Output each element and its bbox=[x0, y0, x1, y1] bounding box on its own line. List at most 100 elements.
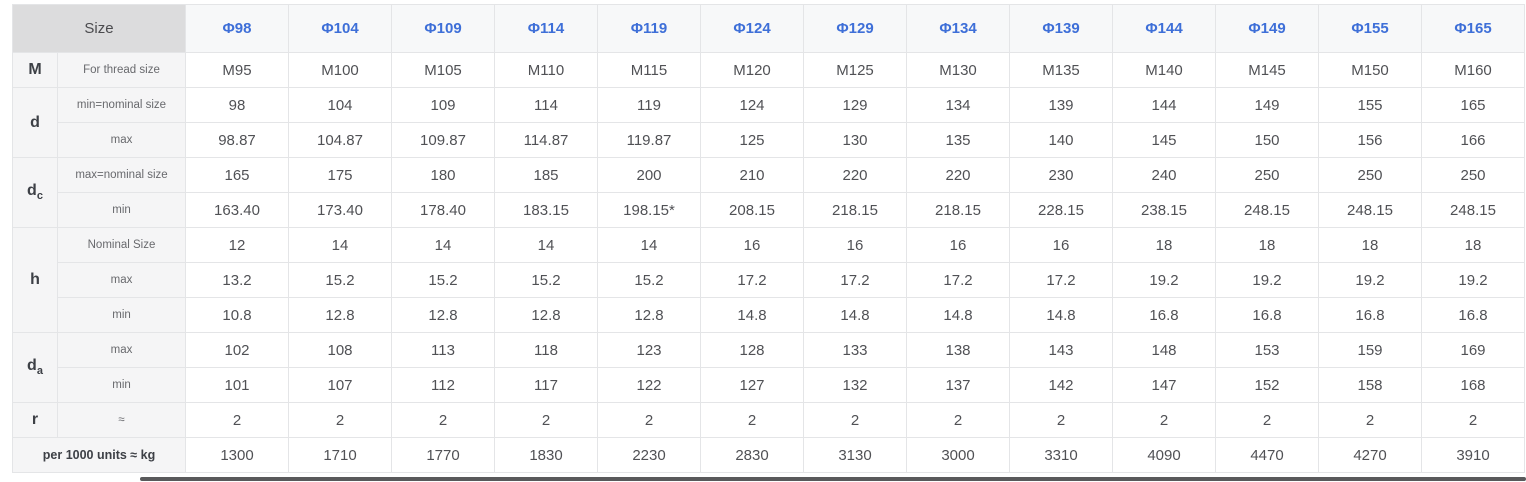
data-cell: 2 bbox=[1215, 402, 1319, 438]
sub-label: min=nominal size bbox=[57, 87, 186, 123]
data-cell: 16 bbox=[803, 227, 907, 263]
data-cell: 228.15 bbox=[1009, 192, 1113, 228]
data-cell: 210 bbox=[700, 157, 804, 193]
table-footer: per 1000 units ≈ kg 1300 1710 1770 1830 2230 2… bbox=[12, 437, 1525, 473]
data-cell: 108 bbox=[288, 332, 392, 368]
sub-label: Nominal Size bbox=[57, 227, 186, 263]
data-cell: 2 bbox=[1009, 402, 1113, 438]
data-cell: 119 bbox=[597, 87, 701, 123]
table-header: Size Φ98 Φ104 Φ109 Φ114 Φ119 Φ124 Φ129 Φ134 Φ139 Φ… bbox=[12, 4, 1525, 53]
data-cell: 112 bbox=[391, 367, 495, 403]
data-cell: 101 bbox=[185, 367, 289, 403]
data-cell: M100 bbox=[288, 52, 392, 88]
data-cell: 165 bbox=[1421, 87, 1525, 123]
data-cell: 1300 bbox=[185, 437, 289, 473]
table-row: min 10.8 12.8 12.8 12.8 12.8 14.8 14.8 14.8 14.8 1… bbox=[13, 297, 1525, 333]
data-cell: 3130 bbox=[803, 437, 907, 473]
data-cell: 155 bbox=[1318, 87, 1422, 123]
table-row: da max 102 108 113 118 123 128 133 138 143 148 153 15… bbox=[12, 332, 1525, 403]
data-cell: 104 bbox=[288, 87, 392, 123]
data-cell: M110 bbox=[494, 52, 598, 88]
data-cell: 248.15 bbox=[1318, 192, 1422, 228]
data-cell: M135 bbox=[1009, 52, 1113, 88]
data-cell: 158 bbox=[1318, 367, 1422, 403]
data-cell: 125 bbox=[700, 122, 804, 158]
data-cell: 148 bbox=[1112, 332, 1216, 368]
column-header-phi104[interactable]: Φ104 bbox=[288, 4, 392, 53]
column-header-phi119[interactable]: Φ119 bbox=[597, 4, 701, 53]
data-cell: M125 bbox=[803, 52, 907, 88]
data-cell: M105 bbox=[391, 52, 495, 88]
data-cell: 165 bbox=[185, 157, 289, 193]
data-cell: 109 bbox=[391, 87, 495, 123]
data-cell: 102 bbox=[185, 332, 289, 368]
column-header-phi129[interactable]: Φ129 bbox=[803, 4, 907, 53]
weight-row-label: per 1000 units ≈ kg bbox=[12, 437, 186, 473]
data-cell: 14 bbox=[288, 227, 392, 263]
data-cell: M160 bbox=[1421, 52, 1525, 88]
data-cell: M115 bbox=[597, 52, 701, 88]
data-cell: 153 bbox=[1215, 332, 1319, 368]
sub-label: max bbox=[57, 332, 186, 368]
data-cell: 130 bbox=[803, 122, 907, 158]
column-header-phi139[interactable]: Φ139 bbox=[1009, 4, 1113, 53]
data-cell: 168 bbox=[1421, 367, 1525, 403]
data-cell: 15.2 bbox=[494, 262, 598, 298]
data-cell: 1830 bbox=[494, 437, 598, 473]
column-header-phi149[interactable]: Φ149 bbox=[1215, 4, 1319, 53]
data-cell: 220 bbox=[803, 157, 907, 193]
data-cell: 19.2 bbox=[1421, 262, 1525, 298]
column-header-phi144[interactable]: Φ144 bbox=[1112, 4, 1216, 53]
data-cell: 2 bbox=[1318, 402, 1422, 438]
data-cell: 238.15 bbox=[1112, 192, 1216, 228]
table-row: h Nominal Size 12 14 14 14 14 16 16 16 16 18 18 18 18 bbox=[12, 227, 1525, 333]
data-cell: 149 bbox=[1215, 87, 1319, 123]
data-cell: 2830 bbox=[700, 437, 804, 473]
data-cell: 2 bbox=[185, 402, 289, 438]
horizontal-scrollbar[interactable] bbox=[140, 477, 1526, 481]
group-label-subscript: a bbox=[36, 365, 43, 378]
data-cell: 14 bbox=[494, 227, 598, 263]
data-cell: 218.15 bbox=[803, 192, 907, 228]
table-row: dc max=nominal size 165 175 180 185 200 210 220 2… bbox=[12, 157, 1525, 228]
table-row: r ≈2 2 2 2 2 2 2 2 2 2 2 2 2 bbox=[12, 402, 1525, 438]
data-cell: 152 bbox=[1215, 367, 1319, 403]
data-cell: 144 bbox=[1112, 87, 1216, 123]
data-cell: 143 bbox=[1009, 332, 1113, 368]
data-cell: 250 bbox=[1318, 157, 1422, 193]
data-cell: 14.8 bbox=[700, 297, 804, 333]
data-cell: 2 bbox=[1112, 402, 1216, 438]
column-header-phi155[interactable]: Φ155 bbox=[1318, 4, 1422, 53]
data-cell: 98 bbox=[185, 87, 289, 123]
data-cell: 135 bbox=[906, 122, 1010, 158]
data-cell: 114.87 bbox=[494, 122, 598, 158]
data-cell: 133 bbox=[803, 332, 907, 368]
data-cell: 118 bbox=[494, 332, 598, 368]
data-cell: 15.2 bbox=[288, 262, 392, 298]
group-label-da: da bbox=[12, 332, 58, 403]
data-cell: 198.15* bbox=[597, 192, 701, 228]
column-header-phi98[interactable]: Φ98 bbox=[185, 4, 289, 53]
sub-label: ≈ bbox=[57, 402, 186, 438]
data-cell: 98.87 bbox=[185, 122, 289, 158]
column-header-phi165[interactable]: Φ165 bbox=[1421, 4, 1525, 53]
data-cell: 18 bbox=[1421, 227, 1525, 263]
sub-label: min bbox=[57, 297, 186, 333]
column-header-phi114[interactable]: Φ114 bbox=[494, 4, 598, 53]
group-label-M: M bbox=[12, 52, 58, 88]
data-cell: 14.8 bbox=[803, 297, 907, 333]
data-cell: M130 bbox=[906, 52, 1010, 88]
column-header-phi109[interactable]: Φ109 bbox=[391, 4, 495, 53]
data-cell: 104.87 bbox=[288, 122, 392, 158]
data-cell: 117 bbox=[494, 367, 598, 403]
data-cell: 16.8 bbox=[1318, 297, 1422, 333]
data-cell: 109.87 bbox=[391, 122, 495, 158]
data-cell: 169 bbox=[1421, 332, 1525, 368]
data-cell: 4270 bbox=[1318, 437, 1422, 473]
data-cell: 107 bbox=[288, 367, 392, 403]
group-label-r: r bbox=[12, 402, 58, 438]
data-cell: 16.8 bbox=[1112, 297, 1216, 333]
data-cell: 18 bbox=[1112, 227, 1216, 263]
column-header-phi124[interactable]: Φ124 bbox=[700, 4, 804, 53]
column-header-phi134[interactable]: Φ134 bbox=[906, 4, 1010, 53]
